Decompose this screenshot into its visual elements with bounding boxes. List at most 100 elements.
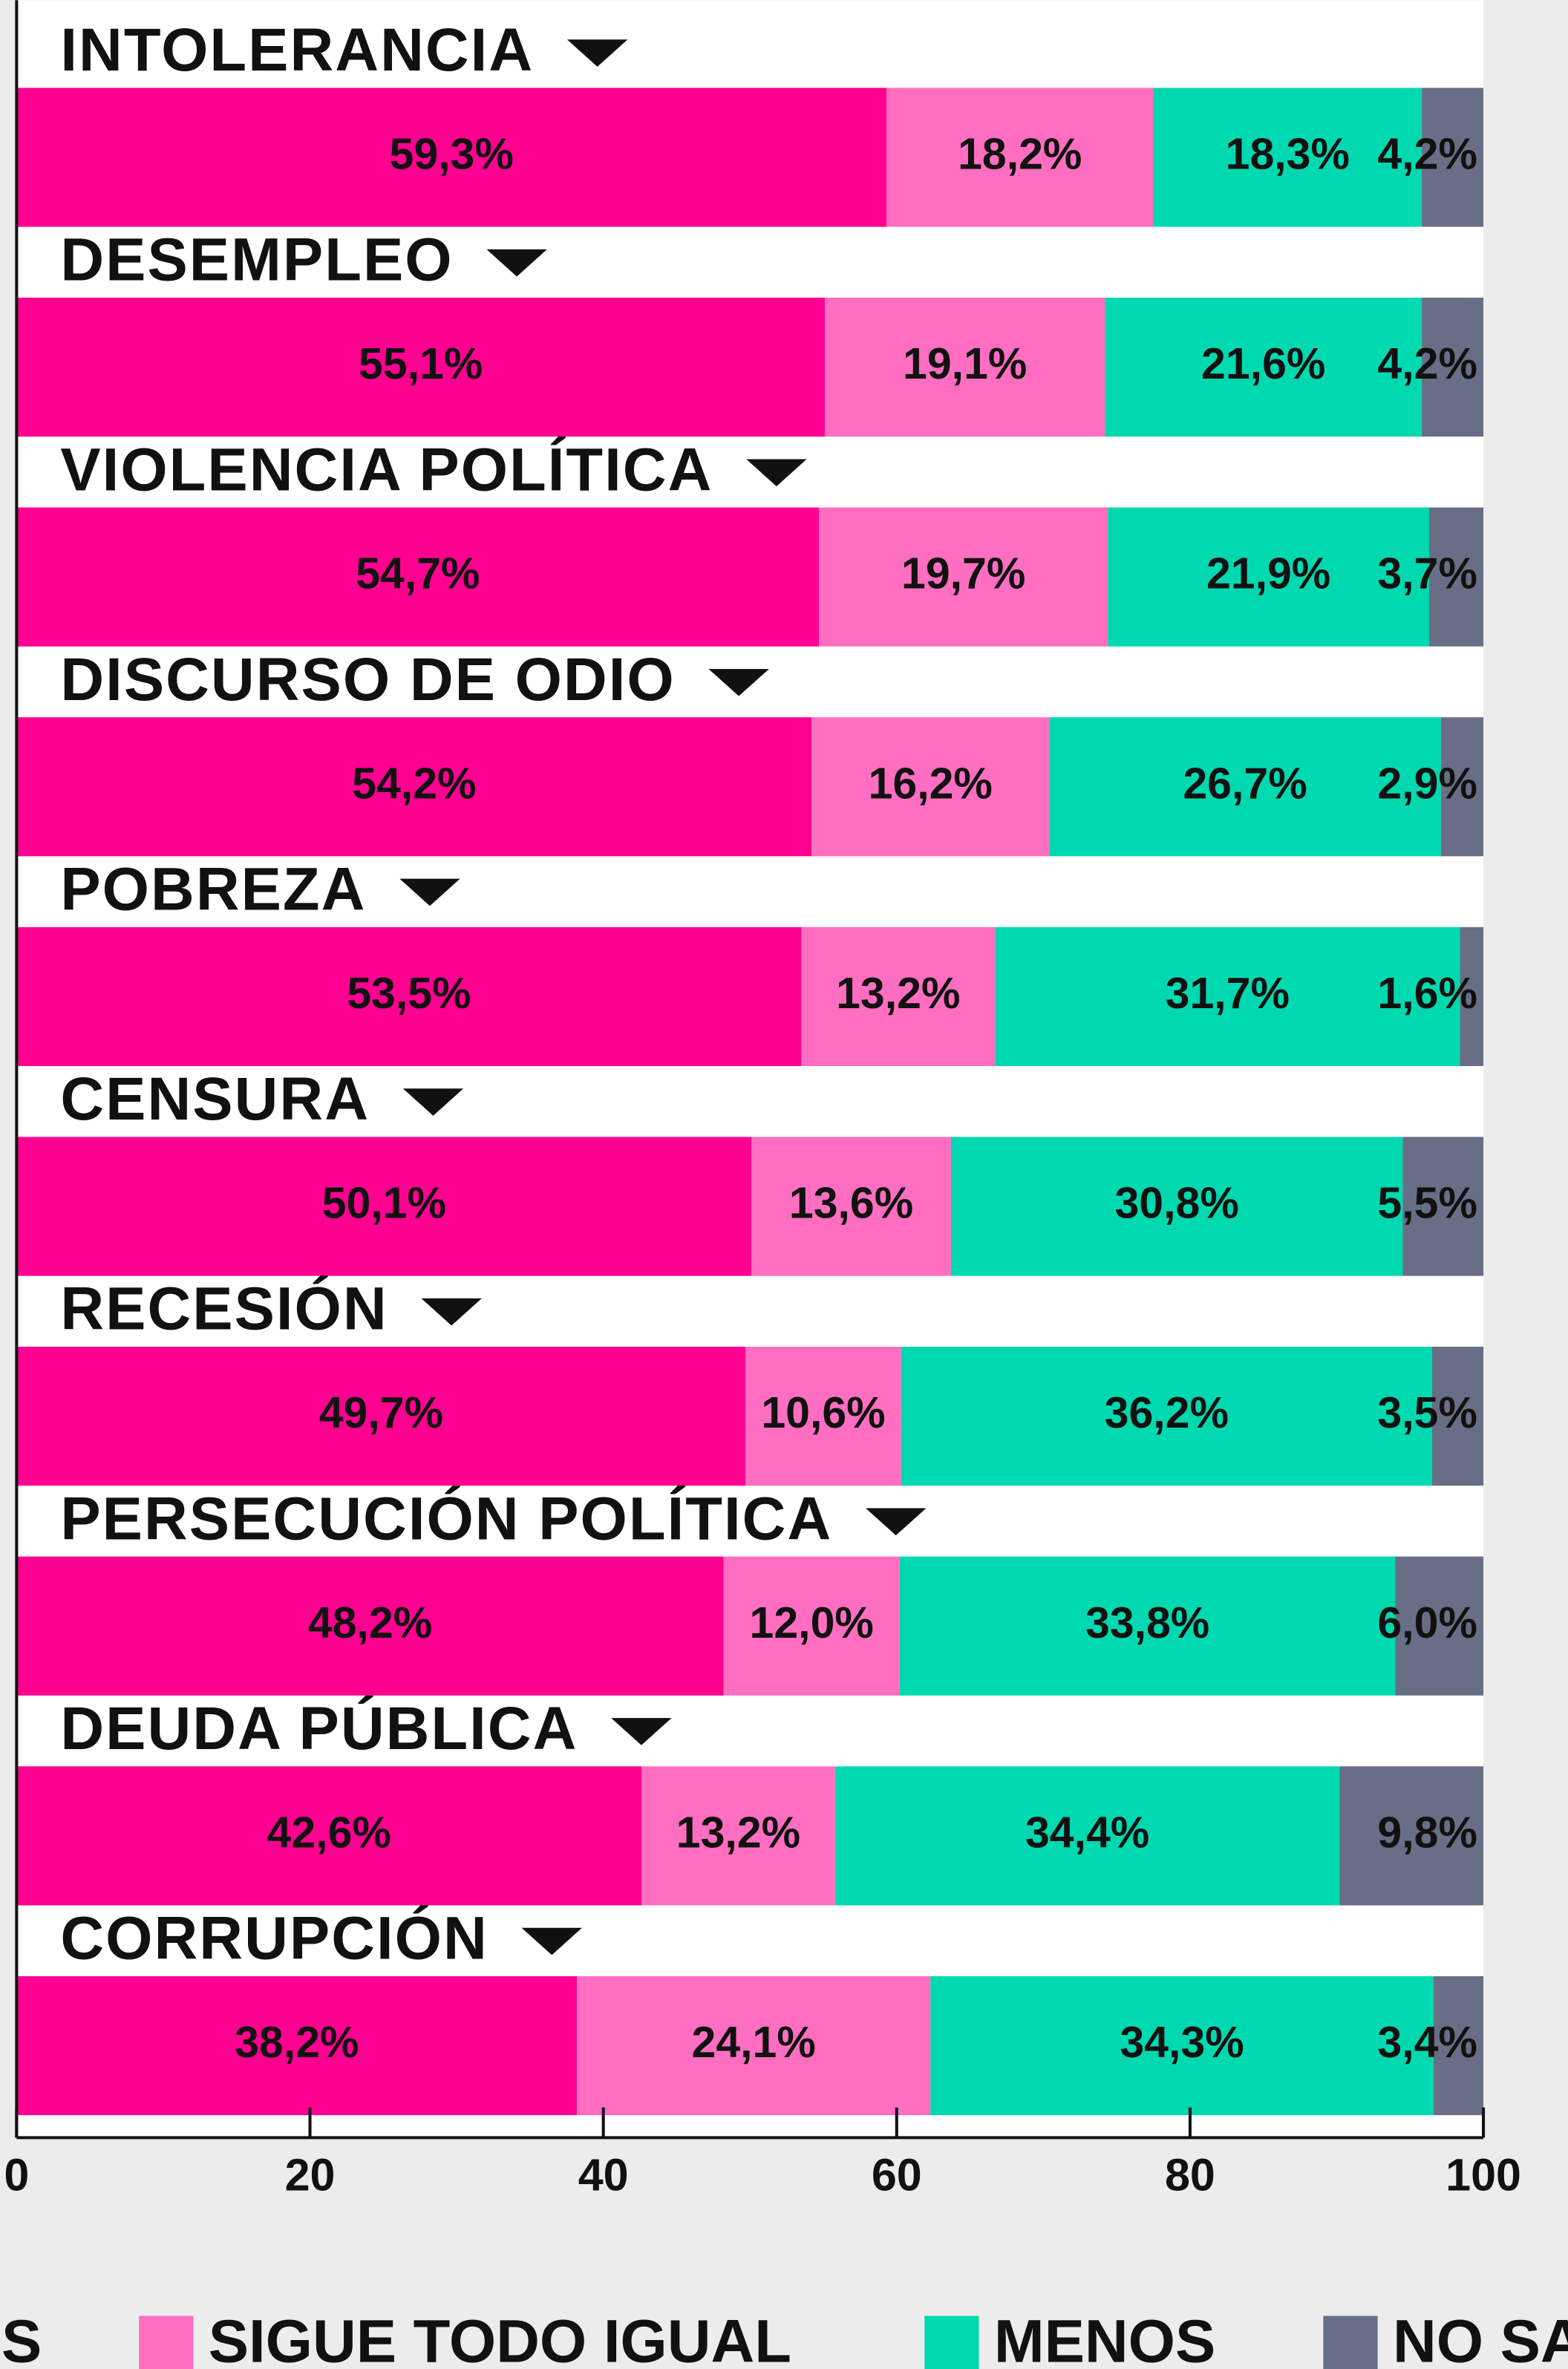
x-tick-label: 60 xyxy=(872,2149,922,2200)
value-label: 50,1% xyxy=(322,1179,446,1228)
value-label: 12,0% xyxy=(750,1598,874,1647)
value-label: 13,2% xyxy=(676,1808,800,1857)
dropdown-arrow xyxy=(521,1927,582,1955)
bar-segment xyxy=(834,1766,1340,1906)
category-label: DEUDA PÚBLICA xyxy=(60,1695,578,1762)
bar-segment xyxy=(819,507,1108,647)
x-tick-label: 20 xyxy=(285,2149,336,2200)
bar-segment xyxy=(995,927,1460,1066)
category-label: POBREZA xyxy=(60,856,366,924)
bar-segment xyxy=(751,1137,951,1276)
category-label: CENSURA xyxy=(60,1065,370,1133)
legend-label: SIGUE TODO IGUAL xyxy=(209,2308,791,2369)
value-label: 26,7% xyxy=(1183,759,1307,808)
value-label: 3,7% xyxy=(1377,549,1477,598)
bar-segment xyxy=(1431,1347,1484,1486)
x-tick-label: 80 xyxy=(1165,2149,1215,2200)
bar-segment xyxy=(16,1347,746,1486)
value-label: 48,2% xyxy=(308,1598,432,1647)
category-label: PERSECUCIÓN POLÍTICA xyxy=(60,1485,832,1552)
bar-segment xyxy=(801,927,996,1066)
bar-segment xyxy=(901,1347,1432,1486)
bar-segment xyxy=(1339,1766,1484,1906)
bar-segment xyxy=(1402,1137,1484,1276)
value-label: 3,5% xyxy=(1377,1388,1477,1437)
value-label: 18,3% xyxy=(1226,129,1350,178)
x-tick-label: 0 xyxy=(4,2149,29,2200)
value-label: 9,8% xyxy=(1377,1808,1477,1857)
category-label: INTOLERANCIA xyxy=(60,16,534,84)
value-label: 18,2% xyxy=(958,129,1082,178)
value-label: 30,8% xyxy=(1114,1179,1238,1228)
bar-segment xyxy=(1049,717,1441,857)
bar-segment xyxy=(1433,1976,1484,2116)
value-label: 19,7% xyxy=(901,549,1025,598)
value-label: 21,9% xyxy=(1206,549,1330,598)
value-label: 1,6% xyxy=(1377,969,1477,1018)
value-label: 36,2% xyxy=(1105,1388,1229,1437)
value-label: 16,2% xyxy=(869,759,993,808)
value-label: 33,8% xyxy=(1085,1598,1209,1647)
legend-swatch xyxy=(139,2316,194,2369)
bar-segment xyxy=(577,1976,931,2116)
value-label: 55,1% xyxy=(359,339,483,388)
bar-segment xyxy=(16,1976,578,2116)
bar-segment xyxy=(16,88,886,227)
bar-segment xyxy=(16,507,820,647)
bar-segment xyxy=(1460,927,1484,1066)
value-label: 4,2% xyxy=(1377,339,1477,388)
value-label: 2,9% xyxy=(1377,759,1477,808)
x-tick-label: 40 xyxy=(578,2149,629,2200)
bar-segment xyxy=(1395,1556,1484,1696)
value-label: 54,7% xyxy=(356,549,480,598)
legend-label: NO SA xyxy=(1393,2308,1568,2369)
dropdown-arrow xyxy=(402,1088,464,1116)
value-label: 53,5% xyxy=(347,969,471,1018)
bar-segment xyxy=(1153,88,1422,227)
dropdown-arrow xyxy=(486,249,547,277)
bar-segment xyxy=(16,1137,752,1276)
bar-segment xyxy=(1105,297,1422,437)
value-label: 49,7% xyxy=(319,1388,443,1437)
legend-swatch xyxy=(1323,2316,1378,2369)
value-label: 54,2% xyxy=(352,759,476,808)
bar-segment xyxy=(899,1556,1396,1696)
bar-segment xyxy=(1422,88,1484,227)
bar-segment xyxy=(1422,297,1484,437)
value-label: 10,6% xyxy=(761,1388,885,1437)
value-label: 5,5% xyxy=(1377,1179,1477,1228)
bar-segment xyxy=(16,717,812,857)
legend-label: S xyxy=(1,2308,42,2369)
dropdown-arrow xyxy=(611,1718,672,1745)
value-label: 34,3% xyxy=(1120,2018,1244,2067)
value-label: 4,2% xyxy=(1377,129,1477,178)
bar-segment xyxy=(1440,717,1484,857)
dropdown-arrow xyxy=(399,878,460,906)
value-label: 34,4% xyxy=(1025,1808,1149,1857)
value-label: 31,7% xyxy=(1166,969,1290,1018)
category-label: VIOLENCIA POLÍTICA xyxy=(60,436,713,503)
bar-segment xyxy=(1108,507,1429,647)
bar-segment xyxy=(16,1766,642,1906)
bar-segment xyxy=(745,1347,901,1486)
legend-label: MENOS xyxy=(994,2308,1215,2369)
dropdown-arrow xyxy=(708,669,769,696)
bar-segment xyxy=(1428,507,1484,647)
dropdown-arrow xyxy=(421,1298,482,1326)
bar-segment xyxy=(16,297,825,437)
value-label: 3,4% xyxy=(1377,2018,1477,2067)
bar-segment xyxy=(641,1766,835,1906)
category-label: DISCURSO DE ODIO xyxy=(60,646,675,713)
dropdown-arrow xyxy=(866,1508,927,1536)
bar-segment xyxy=(824,297,1105,437)
bar-segment xyxy=(930,1976,1434,2116)
value-label: 24,1% xyxy=(692,2018,816,2067)
value-label: 38,2% xyxy=(235,2018,359,2067)
bar-segment xyxy=(811,717,1050,857)
bar-segment xyxy=(16,927,802,1066)
x-tick-label: 100 xyxy=(1446,2149,1521,2200)
bar-segment xyxy=(16,1556,724,1696)
value-label: 42,6% xyxy=(267,1808,391,1857)
value-label: 13,2% xyxy=(836,969,960,1018)
